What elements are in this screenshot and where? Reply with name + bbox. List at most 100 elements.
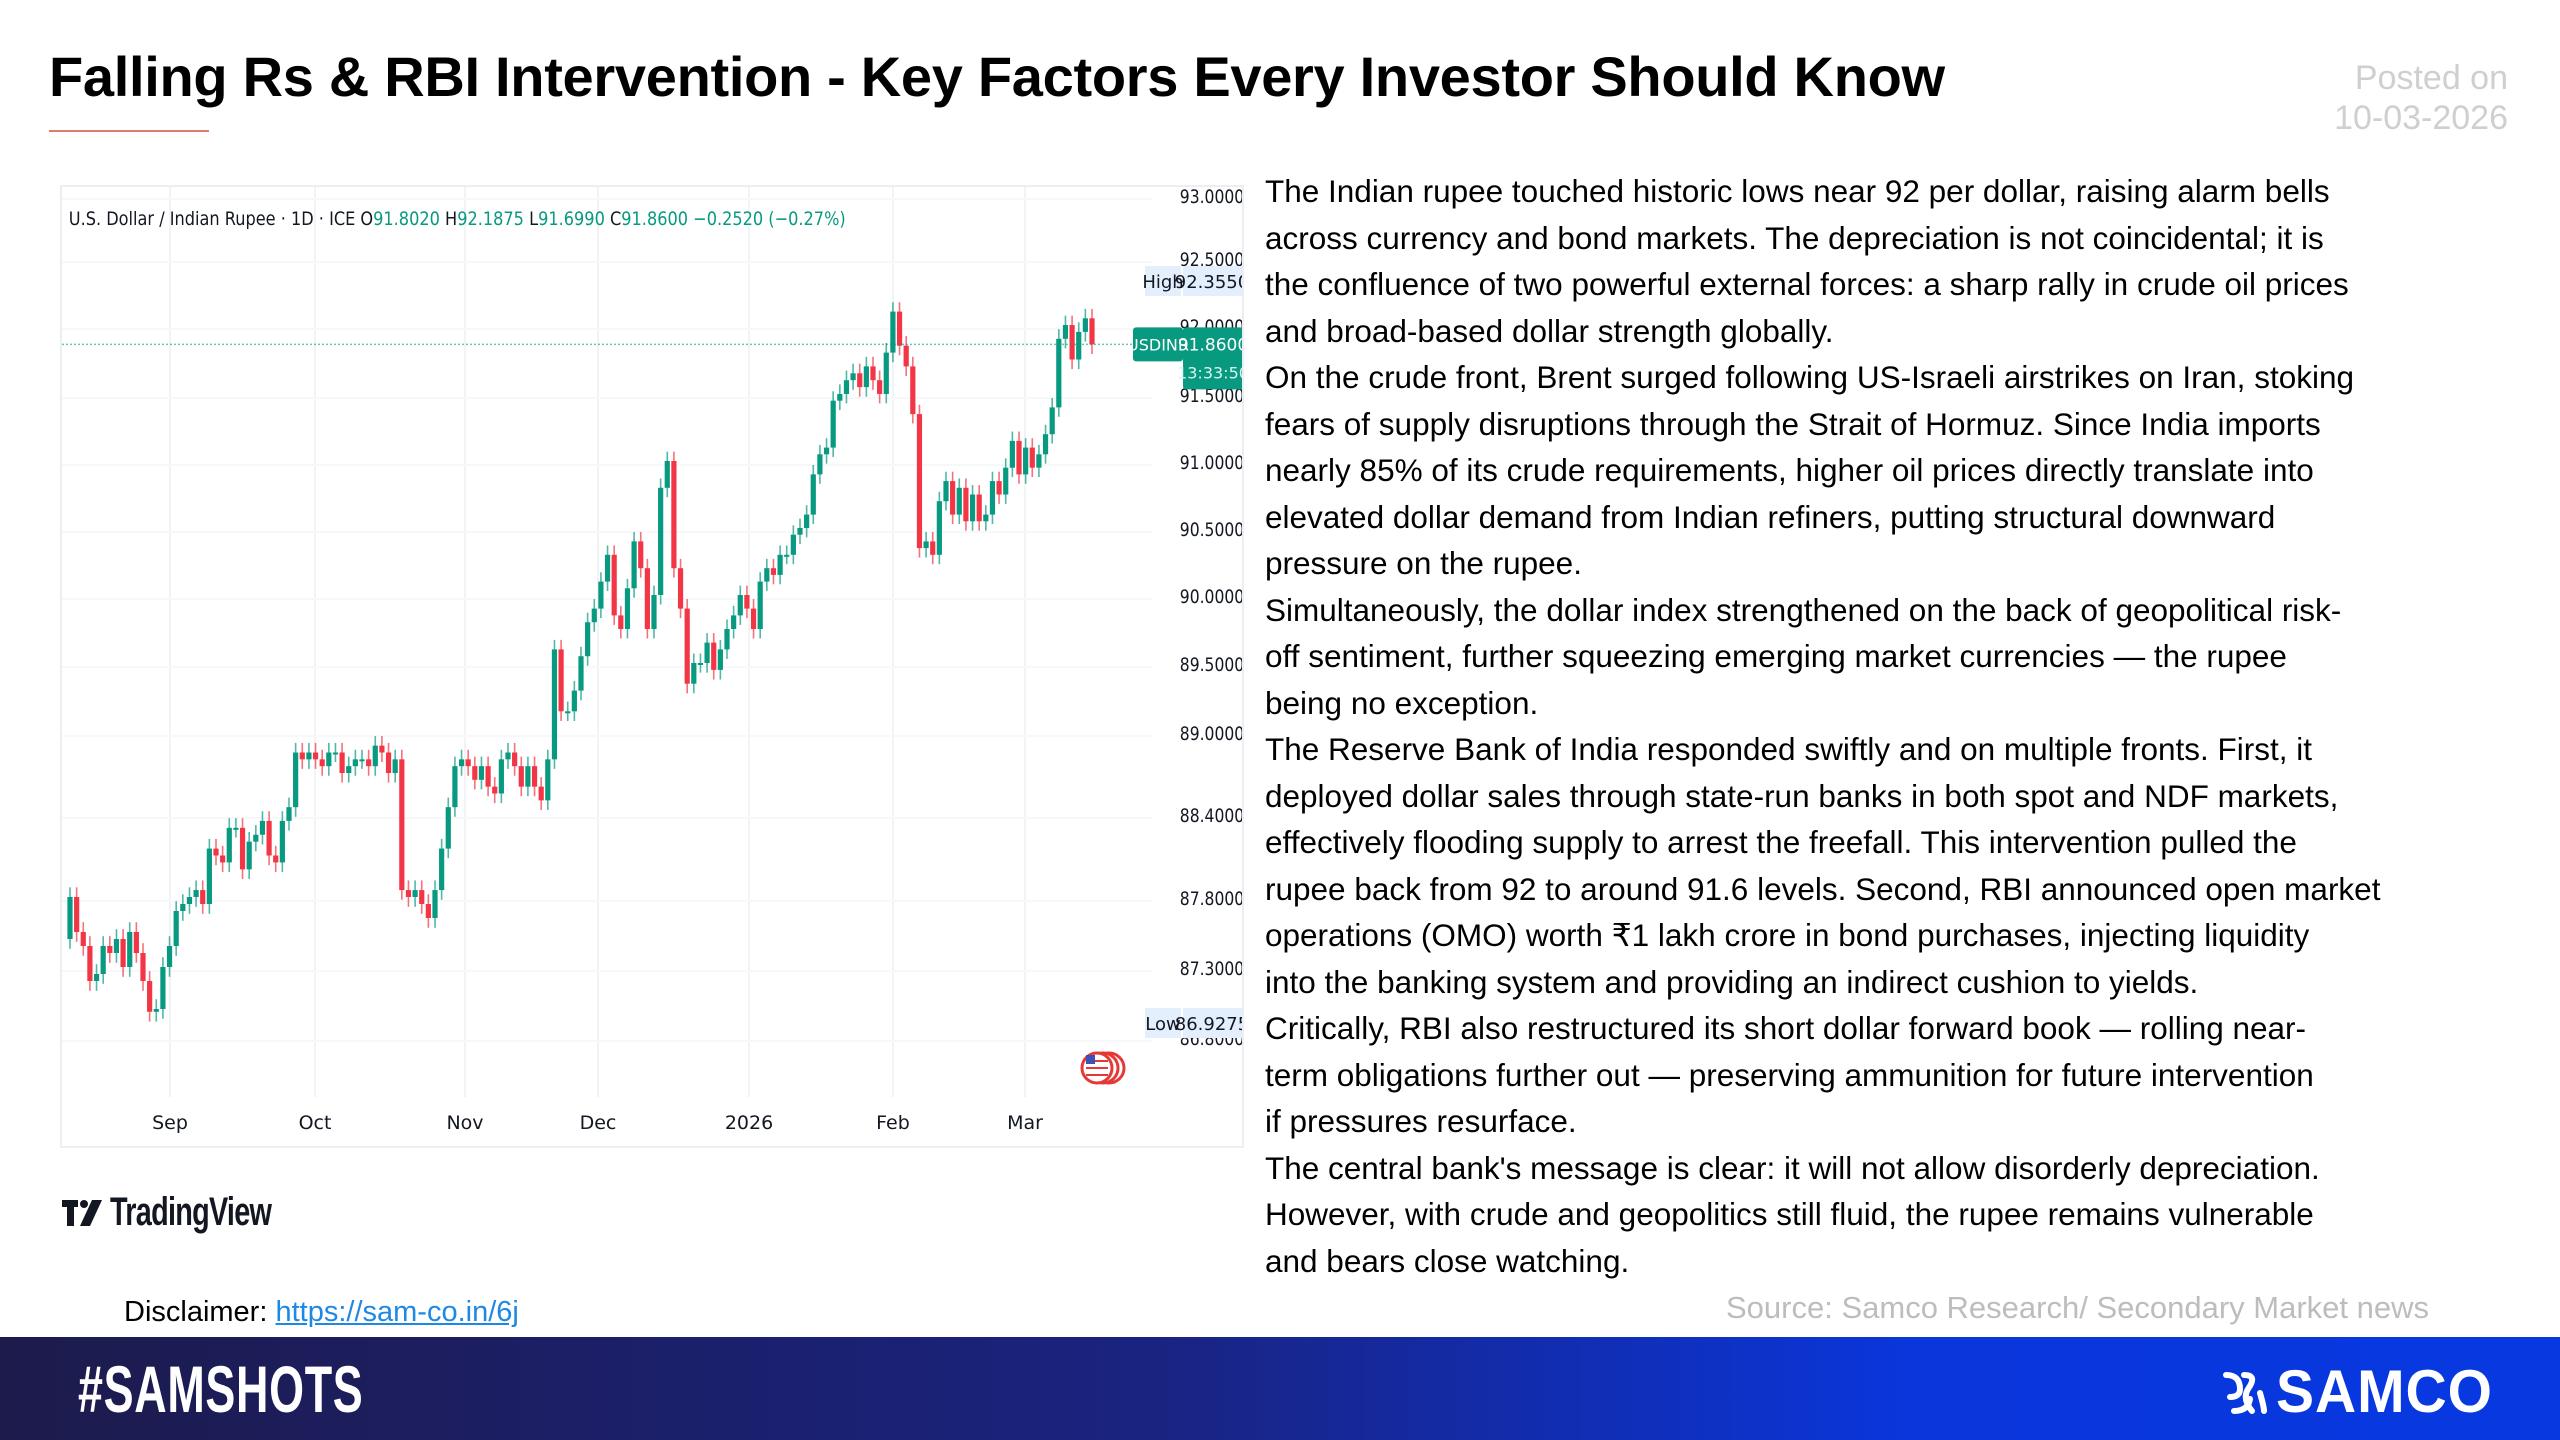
high-marker-label: High [1142,272,1183,293]
candle-body [226,827,232,863]
candle [525,756,531,797]
candle [505,742,511,769]
candle [200,880,206,914]
candle-body [485,766,491,787]
candle [472,756,478,790]
candle [485,756,491,797]
candle [558,639,564,721]
candle [1082,308,1088,342]
candle [465,749,471,776]
tradingview-icon [62,1199,102,1226]
candle-body [578,656,584,691]
candle-body [339,752,345,773]
footer-banner: #SAMSHOTS SAMCO [0,1337,2560,1440]
candle-body [598,581,604,609]
candle-body [87,946,93,981]
candle-body [246,841,252,870]
symbol-header: U.S. Dollar / Indian Rupee · 1D · ICE O9… [69,209,846,231]
candle-body [1023,447,1029,475]
candle-body [419,890,425,904]
candlestick-chart: U.S. Dollar / Indian Rupee · 1D · ICE O9… [62,187,1242,1134]
candle-body [551,649,558,760]
candle-body [200,890,206,904]
candle [697,653,704,673]
candle-body [379,745,385,753]
candle-body [253,834,259,842]
candle [120,929,126,977]
candle [113,929,120,963]
candle-body [989,481,996,515]
article-line: if pressures resurface. [1265,1103,1577,1139]
x-tick-label: Oct [299,1112,332,1134]
candle [452,756,458,817]
candle-body [359,759,365,762]
candle [372,736,378,776]
candle-body [405,890,412,897]
candle-body [67,897,73,939]
candle [969,485,976,531]
candle-body [737,595,743,616]
y-tick-label: 90.5000 [1180,520,1242,542]
candle-body [910,366,916,415]
candle [764,558,770,591]
candle-body [877,380,883,394]
low-marker-bg [1145,1008,1242,1038]
candle-body [545,759,551,801]
candle [352,749,358,776]
header-value: L [529,209,538,231]
candle [312,742,319,769]
disclaimer-link[interactable]: https://sam-co.in/6j [275,1296,519,1328]
candle-body [890,311,896,353]
candle [1056,329,1062,417]
candle-body [810,474,816,515]
candle-body [432,890,438,918]
candle [498,749,504,804]
candle [691,653,697,694]
candle-body [565,711,571,714]
candle [950,471,956,524]
candle [266,811,272,866]
candle [731,605,737,639]
candle-body [531,766,538,787]
candle-body [452,766,458,808]
candle [737,585,743,625]
header-value: −0.2520 (−0.27%) [693,209,846,231]
candle-body [651,595,657,629]
candle-body [213,848,219,856]
candle-body [976,494,982,522]
candle [671,451,677,578]
title-underline [49,130,209,132]
candle [253,825,259,852]
candle-body [1049,407,1055,435]
candle-body [883,352,889,394]
low-marker-label: Low [1145,1014,1180,1035]
candle-body [352,759,358,767]
candle-body [492,786,498,794]
candle [903,336,909,377]
article-line: into the banking system and providing an… [1265,963,2199,1000]
header-value: U.S. Dollar / Indian Rupee · 1D · ICE [69,209,361,231]
y-tick-label: 88.4000 [1180,806,1242,828]
candle-body [764,568,770,582]
candle-body [1003,467,1009,495]
candle-body [830,400,836,448]
candle [545,749,551,810]
x-tick-label: Sep [152,1112,188,1134]
candle-body [969,494,976,522]
candle [744,585,750,619]
candle [724,619,730,659]
candle-body [74,897,80,932]
candle-body [744,595,750,609]
y-tick-label: 90.0000 [1180,587,1242,609]
candle-body [312,752,319,760]
candle [107,936,113,963]
candle [890,302,896,363]
candle-body [863,366,869,388]
article-line: On the crude front, Brent surged followi… [1265,359,2354,395]
article-paragraph: Simultaneously, the dollar index strengt… [1265,587,2525,727]
candle [206,838,212,914]
article-body: The Indian rupee touched historic lows n… [1265,168,2525,1284]
article-line: The Reserve Bank of India responded swif… [1265,731,2312,767]
candle-body [266,820,272,856]
